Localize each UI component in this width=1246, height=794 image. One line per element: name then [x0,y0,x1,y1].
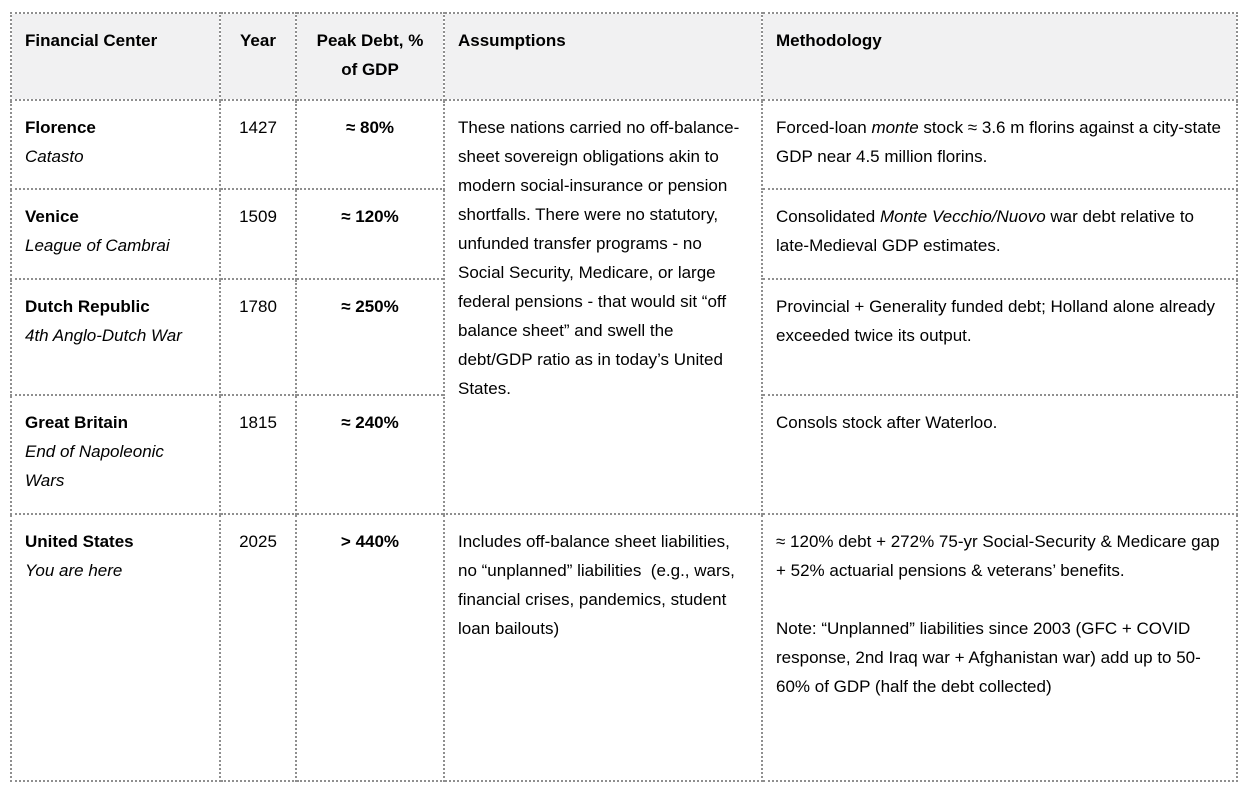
methodology-text: Consols stock after Waterloo. [776,413,998,432]
col-header-financial-center: Financial Center [10,12,221,101]
center-detail: 4th Anglo-Dutch War [25,326,182,345]
row-great-britain: Great Britain End of Napoleonic Wars 181… [10,394,1238,515]
center-name: Great Britain [25,413,128,432]
methodology-cell: ≈ 120% debt + 272% 75-yr Social-Security… [761,513,1238,782]
financial-center-cell: United States You are here [10,513,221,782]
center-name: Venice [25,207,79,226]
sovereign-debt-table: Financial Center Year Peak Debt, % of GD… [10,12,1238,782]
year-cell: 1780 [219,278,297,396]
financial-center-cell: Florence Catasto [10,99,221,190]
peak-debt-cell: ≈ 80% [295,99,445,190]
methodology-note-text: Note: “Unplanned” liabilities since 2003… [776,619,1201,696]
year-cell: 2025 [219,513,297,782]
col-header-year: Year [219,12,297,101]
methodology-text: Forced-loan [776,118,872,137]
year-cell: 1815 [219,394,297,515]
methodology-text: ≈ 120% debt + 272% 75-yr Social-Security… [776,532,1220,580]
col-header-peak-debt: Peak Debt, % of GDP [295,12,445,101]
center-detail: League of Cambrai [25,236,170,255]
financial-center-cell: Great Britain End of Napoleonic Wars [10,394,221,515]
methodology-cell: Forced-loan monte stock ≈ 3.6 m florins … [761,99,1238,190]
financial-center-cell: Dutch Republic 4th Anglo-Dutch War [10,278,221,396]
methodology-text: war debt relative to late-Medieval GDP e… [776,207,1195,255]
methodology-cell: Provincial + Generality funded debt; Hol… [761,278,1238,396]
peak-debt-cell: ≈ 240% [295,394,445,515]
center-detail: End of Napoleonic Wars [25,442,164,490]
methodology-italic-text: Monte Vecchio/Nuovo [879,207,1046,226]
year-cell: 1427 [219,99,297,190]
header-row: Financial Center Year Peak Debt, % of GD… [10,12,1238,101]
center-name: Dutch Republic [25,297,150,316]
financial-center-cell: Venice League of Cambrai [10,188,221,280]
peak-debt-cell: > 440% [295,513,445,782]
peak-debt-cell: ≈ 250% [295,278,445,396]
center-detail: Catasto [25,147,84,166]
col-header-assumptions: Assumptions [443,12,763,101]
center-name: United States [25,532,134,551]
center-detail: You are here [25,561,123,580]
methodology-cell: Consols stock after Waterloo. [761,394,1238,515]
row-florence: Florence Catasto 1427 ≈ 80% These nation… [10,99,1238,515]
methodology-text: Consolidated [776,207,880,226]
col-header-methodology: Methodology [761,12,1238,101]
peak-debt-cell: ≈ 120% [295,188,445,280]
methodology-cell: Consolidated Monte Vecchio/Nuovo war deb… [761,188,1238,280]
row-venice: Venice League of Cambrai 1509 ≈ 120% Con… [10,188,1238,280]
year-cell: 1509 [219,188,297,280]
row-united-states: United States You are here 2025 > 440% I… [10,513,1238,782]
assumptions-cell: Includes off-balance sheet liabilities, … [443,513,763,782]
row-dutch-republic: Dutch Republic 4th Anglo-Dutch War 1780 … [10,278,1238,396]
methodology-text: stock ≈ 3.6 m florins against a city-sta… [776,118,1221,166]
center-name: Florence [25,118,96,137]
assumptions-merged-cell: These nations carried no off-balance-she… [443,99,763,515]
methodology-text: Provincial + Generality funded debt; Hol… [776,297,1215,345]
methodology-italic-text: monte [871,118,919,137]
